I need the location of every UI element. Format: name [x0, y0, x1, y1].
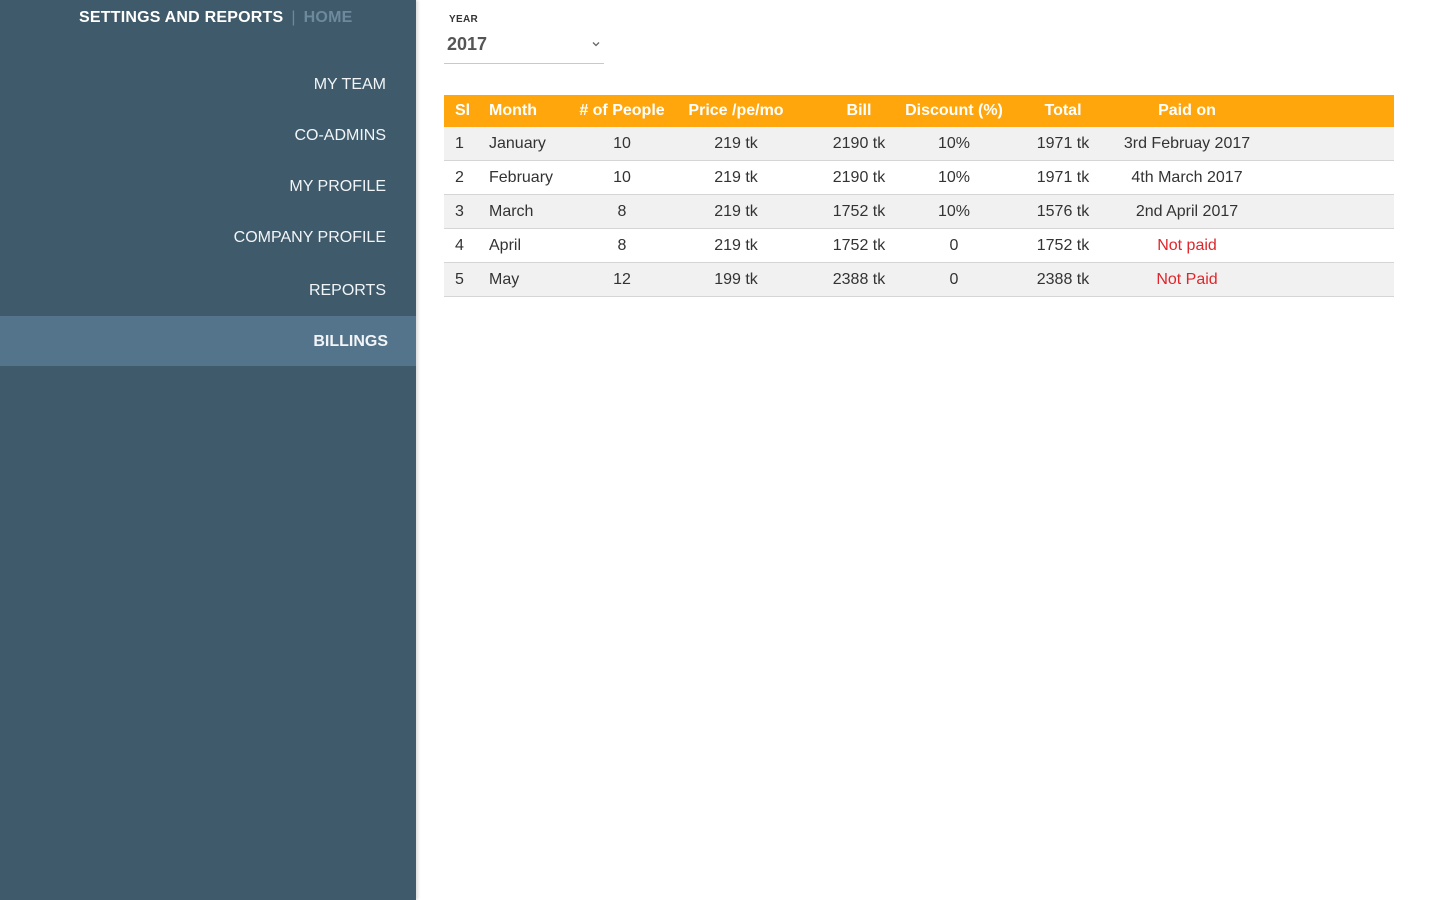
cell-paid-on: 4th March 2017: [1131, 169, 1243, 186]
year-value: 2017: [447, 34, 488, 54]
cell-price: 219 tk: [714, 203, 758, 220]
cell-total: 2388 tk: [1036, 271, 1090, 288]
sidebar-item-my-team[interactable]: MY TEAM: [313, 76, 386, 93]
cell-month: February: [489, 169, 554, 186]
cell-discount: 0: [949, 237, 959, 254]
header-total: Total: [1044, 102, 1082, 119]
year-filter: YEAR 2017: [444, 14, 604, 64]
cell-bill: 1752 tk: [832, 237, 886, 254]
cell-bill: 2190 tk: [832, 135, 886, 152]
cell-total: 1971 tk: [1036, 135, 1090, 152]
cell-paid-on-status: Not Paid: [1156, 271, 1218, 288]
header-bill: Bill: [846, 102, 872, 119]
cell-discount: 10%: [937, 203, 971, 220]
cell-paid-on-status: Not paid: [1157, 237, 1217, 254]
sidebar-item-co-admins[interactable]: CO-ADMINS: [294, 127, 386, 144]
cell-month: March: [489, 203, 534, 220]
cell-bill: 2388 tk: [832, 271, 886, 288]
cell-sl: 1: [455, 135, 464, 152]
cell-total: 1752 tk: [1036, 237, 1090, 254]
cell-price: 219 tk: [714, 237, 758, 254]
cell-price: 219 tk: [714, 169, 758, 186]
cell-people: 10: [613, 135, 631, 152]
cell-sl: 3: [455, 203, 464, 220]
cell-bill: 1752 tk: [832, 203, 886, 220]
table-row: 5 May 12 199 tk 2388 tk 0 2388 tk Not Pa…: [444, 263, 1394, 297]
home-link[interactable]: HOME: [303, 9, 353, 26]
cell-month: May: [489, 271, 520, 288]
header-price: Price /pe/mo: [688, 102, 784, 119]
cell-paid-on: 2nd April 2017: [1135, 203, 1239, 220]
sidebar-item-billings[interactable]: BILLINGS: [0, 316, 416, 366]
cell-people: 8: [617, 237, 627, 254]
billing-table: Sl Month # of People Price /pe/mo Bill D…: [444, 95, 1394, 297]
table-header: Sl Month # of People Price /pe/mo Bill D…: [444, 95, 1394, 127]
header-people: # of People: [579, 102, 665, 119]
table-row: 4 April 8 219 tk 1752 tk 0 1752 tk Not p…: [444, 229, 1394, 263]
year-label: YEAR: [449, 14, 478, 25]
cell-month: April: [489, 237, 522, 254]
cell-sl: 4: [455, 237, 464, 254]
header-month: Month: [489, 102, 537, 119]
table-row: 1 January 10 219 tk 2190 tk 10% 1971 tk …: [444, 127, 1394, 161]
sidebar-header: SETTINGS AND REPORTS | HOME: [79, 9, 352, 27]
sidebar: SETTINGS AND REPORTS | HOME MY TEAM CO-ADM…: [0, 0, 416, 900]
cell-discount: 10%: [937, 135, 971, 152]
header-discount: Discount (%): [905, 102, 1003, 119]
cell-sl: 2: [455, 169, 464, 186]
table-row: 2 February 10 219 tk 2190 tk 10% 1971 tk…: [444, 161, 1394, 195]
header-paid-on: Paid on: [1158, 102, 1216, 119]
cell-price: 219 tk: [714, 135, 758, 152]
table-row: 3 March 8 219 tk 1752 tk 10% 1576 tk 2nd…: [444, 195, 1394, 229]
header-sl: Sl: [455, 102, 471, 119]
cell-total: 1971 tk: [1036, 169, 1090, 186]
cell-price: 199 tk: [714, 271, 758, 288]
cell-month: January: [489, 135, 546, 152]
header-separator: |: [291, 9, 296, 26]
cell-sl: 5: [455, 271, 464, 288]
cell-people: 8: [617, 203, 627, 220]
sidebar-item-my-profile[interactable]: MY PROFILE: [289, 178, 386, 195]
cell-people: 10: [613, 169, 631, 186]
cell-bill: 2190 tk: [832, 169, 886, 186]
year-select[interactable]: 2017: [444, 31, 604, 64]
cell-total: 1576 tk: [1036, 203, 1090, 220]
cell-discount: 10%: [937, 169, 971, 186]
chevron-down-icon: [592, 42, 600, 47]
cell-people: 12: [613, 271, 631, 288]
sidebar-item-reports[interactable]: REPORTS: [308, 282, 386, 299]
cell-discount: 0: [949, 271, 959, 288]
sidebar-item-company-profile[interactable]: COMPANY PROFILE: [233, 229, 386, 246]
sidebar-title: SETTINGS AND REPORTS: [79, 9, 284, 26]
cell-paid-on: 3rd Februay 2017: [1123, 135, 1251, 152]
